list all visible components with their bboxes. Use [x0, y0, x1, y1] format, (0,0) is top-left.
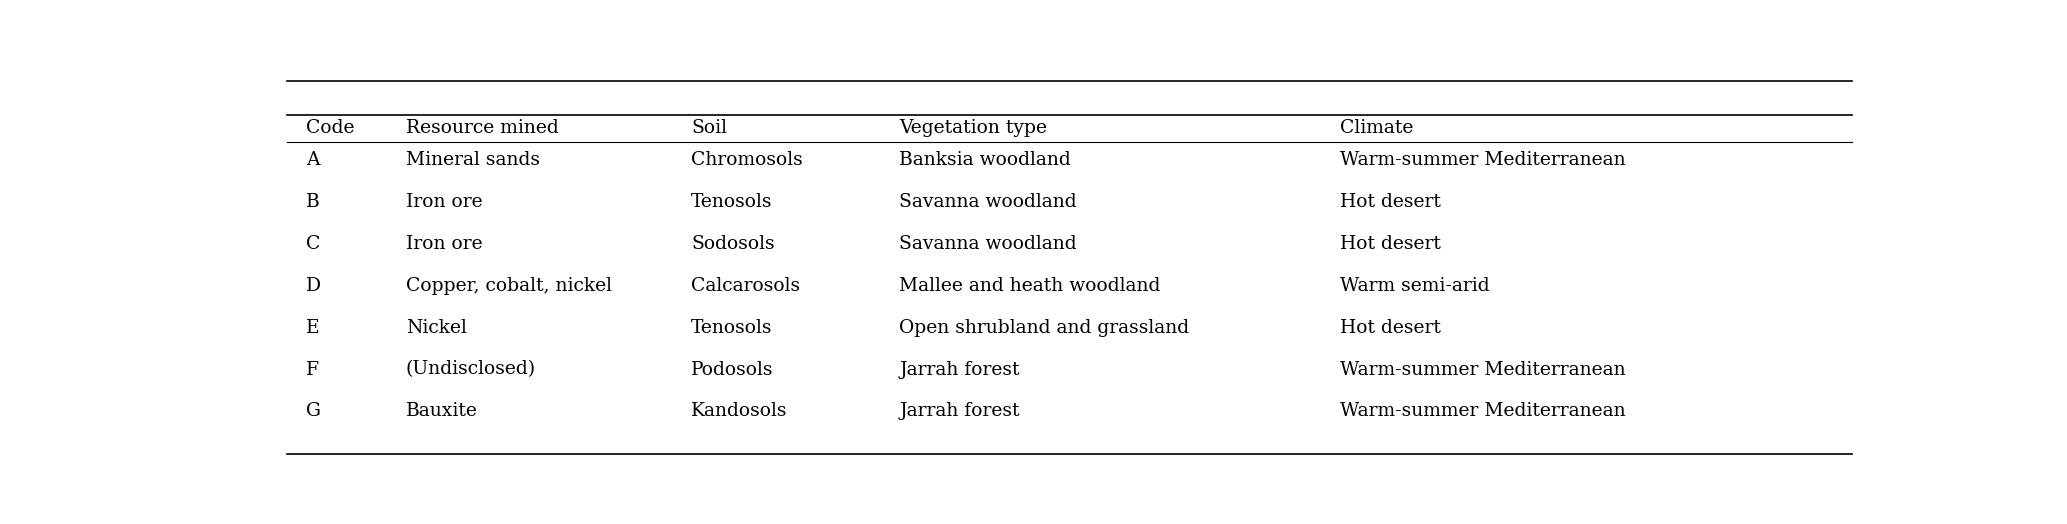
Text: Hot desert: Hot desert — [1339, 235, 1441, 253]
Text: Hot desert: Hot desert — [1339, 319, 1441, 336]
Text: Iron ore: Iron ore — [405, 193, 482, 211]
Text: Warm-summer Mediterranean: Warm-summer Mediterranean — [1339, 361, 1625, 378]
Text: Nickel: Nickel — [405, 319, 467, 336]
Text: Open shrubland and grassland: Open shrubland and grassland — [899, 319, 1189, 336]
Text: Tenosols: Tenosols — [690, 319, 773, 336]
Text: Bauxite: Bauxite — [405, 402, 477, 420]
Text: Savanna woodland: Savanna woodland — [899, 235, 1077, 253]
Text: Podosols: Podosols — [690, 361, 773, 378]
Text: Jarrah forest: Jarrah forest — [899, 402, 1019, 420]
Text: Resource mined: Resource mined — [405, 119, 558, 137]
Text: Soil: Soil — [690, 119, 728, 137]
Text: Kandosols: Kandosols — [690, 402, 788, 420]
Text: (Undisclosed): (Undisclosed) — [405, 361, 535, 378]
Text: Mineral sands: Mineral sands — [405, 151, 539, 169]
Text: Copper, cobalt, nickel: Copper, cobalt, nickel — [405, 277, 612, 294]
Text: D: D — [306, 277, 322, 294]
Text: Tenosols: Tenosols — [690, 193, 773, 211]
Text: Calcarosols: Calcarosols — [690, 277, 800, 294]
Text: Warm-summer Mediterranean: Warm-summer Mediterranean — [1339, 151, 1625, 169]
Text: G: G — [306, 402, 322, 420]
Text: Hot desert: Hot desert — [1339, 193, 1441, 211]
Text: Iron ore: Iron ore — [405, 235, 482, 253]
Text: Banksia woodland: Banksia woodland — [899, 151, 1071, 169]
Text: Warm semi-arid: Warm semi-arid — [1339, 277, 1490, 294]
Text: Jarrah forest: Jarrah forest — [899, 361, 1019, 378]
Text: Mallee and heath woodland: Mallee and heath woodland — [899, 277, 1160, 294]
Text: Vegetation type: Vegetation type — [899, 119, 1048, 137]
Text: Chromosols: Chromosols — [690, 151, 802, 169]
Text: A: A — [306, 151, 320, 169]
Text: Sodosols: Sodosols — [690, 235, 775, 253]
Text: C: C — [306, 235, 320, 253]
Text: Code: Code — [306, 119, 356, 137]
Text: Warm-summer Mediterranean: Warm-summer Mediterranean — [1339, 402, 1625, 420]
Text: B: B — [306, 193, 320, 211]
Text: Savanna woodland: Savanna woodland — [899, 193, 1077, 211]
Text: E: E — [306, 319, 320, 336]
Text: Climate: Climate — [1339, 119, 1414, 137]
Text: F: F — [306, 361, 320, 378]
